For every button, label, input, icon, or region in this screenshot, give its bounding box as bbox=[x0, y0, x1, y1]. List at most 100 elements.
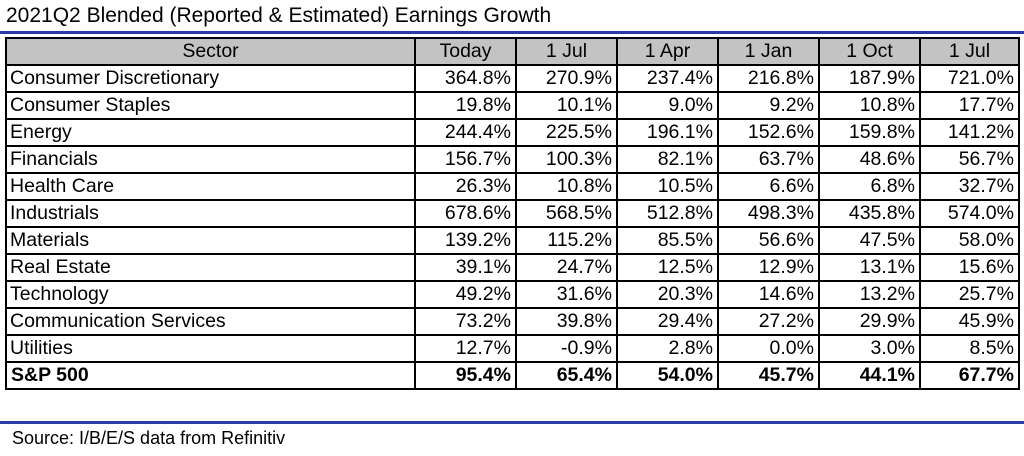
title-rule bbox=[0, 31, 1024, 34]
value-cell: 39.8% bbox=[515, 307, 618, 336]
value-cell: 14.6% bbox=[717, 280, 820, 309]
total-row: S&P 500 95.4% 65.4% 54.0% 45.7% 44.1% 67.7% bbox=[5, 361, 1020, 390]
sector-cell: Energy bbox=[5, 118, 416, 147]
value-cell: 26.3% bbox=[414, 172, 517, 201]
table-row: Real Estate 39.1% 24.7% 12.5% 12.9% 13.1% 15.6… bbox=[5, 253, 1020, 282]
value-cell: 63.7% bbox=[717, 145, 820, 174]
sector-cell: Health Care bbox=[5, 172, 416, 201]
table-row: Technology 49.2% 31.6% 20.3% 14.6% 13.2% 25.7% bbox=[5, 280, 1020, 309]
value-cell: 152.6% bbox=[717, 118, 820, 147]
column-header: 1 Jul bbox=[919, 37, 1020, 66]
value-cell: 498.3% bbox=[717, 199, 820, 228]
value-cell: 54.0% bbox=[616, 361, 719, 390]
table-row: Energy 244.4% 225.5% 196.1% 152.6% 159.8% 141.… bbox=[5, 118, 1020, 147]
column-header: Today bbox=[414, 37, 517, 66]
column-header: 1 Jan bbox=[717, 37, 820, 66]
value-cell: 49.2% bbox=[414, 280, 517, 309]
earnings-growth-table: Sector Today 1 Jul 1 Apr 1 Jan 1 Oct 1 J… bbox=[5, 37, 1020, 390]
value-cell: 10.8% bbox=[818, 91, 921, 120]
value-cell: 196.1% bbox=[616, 118, 719, 147]
value-cell: 58.0% bbox=[919, 226, 1020, 255]
value-cell: 512.8% bbox=[616, 199, 719, 228]
value-cell: 15.6% bbox=[919, 253, 1020, 282]
sector-cell: Communication Services bbox=[5, 307, 416, 336]
value-cell: 141.2% bbox=[919, 118, 1020, 147]
value-cell: 44.1% bbox=[818, 361, 921, 390]
value-cell: 6.8% bbox=[818, 172, 921, 201]
column-header: 1 Apr bbox=[616, 37, 719, 66]
value-cell: 27.2% bbox=[717, 307, 820, 336]
table-header-row: Sector Today 1 Jul 1 Apr 1 Jan 1 Oct 1 J… bbox=[5, 37, 1020, 66]
value-cell: 73.2% bbox=[414, 307, 517, 336]
table-row: Materials 139.2% 115.2% 85.5% 56.6% 47.5% 58.0… bbox=[5, 226, 1020, 255]
value-cell: 568.5% bbox=[515, 199, 618, 228]
value-cell: 216.8% bbox=[717, 64, 820, 93]
column-header: 1 Oct bbox=[818, 37, 921, 66]
value-cell: 159.8% bbox=[818, 118, 921, 147]
value-cell: 56.7% bbox=[919, 145, 1020, 174]
value-cell: 67.7% bbox=[919, 361, 1020, 390]
value-cell: 65.4% bbox=[515, 361, 618, 390]
table-row: Consumer Staples 19.8% 10.1% 9.0% 9.2% 10.8% 1… bbox=[5, 91, 1020, 120]
value-cell: 574.0% bbox=[919, 199, 1020, 228]
sector-cell: Consumer Staples bbox=[5, 91, 416, 120]
sector-cell: Real Estate bbox=[5, 253, 416, 282]
value-cell: 10.5% bbox=[616, 172, 719, 201]
value-cell: 13.1% bbox=[818, 253, 921, 282]
table-row: Communication Services 73.2% 39.8% 29.4% 27.… bbox=[5, 307, 1020, 336]
sector-cell: Technology bbox=[5, 280, 416, 309]
table-row: Health Care 26.3% 10.8% 10.5% 6.6% 6.8% 32.7% bbox=[5, 172, 1020, 201]
column-header: 1 Jul bbox=[515, 37, 618, 66]
value-cell: 225.5% bbox=[515, 118, 618, 147]
value-cell: 29.9% bbox=[818, 307, 921, 336]
value-cell: 31.6% bbox=[515, 280, 618, 309]
value-cell: 12.5% bbox=[616, 253, 719, 282]
value-cell: 3.0% bbox=[818, 334, 921, 363]
value-cell: -0.9% bbox=[515, 334, 618, 363]
value-cell: 13.2% bbox=[818, 280, 921, 309]
value-cell: 20.3% bbox=[616, 280, 719, 309]
value-cell: 100.3% bbox=[515, 145, 618, 174]
column-header: Sector bbox=[5, 37, 416, 66]
value-cell: 435.8% bbox=[818, 199, 921, 228]
sector-cell: Utilities bbox=[5, 334, 416, 363]
value-cell: 17.7% bbox=[919, 91, 1020, 120]
value-cell: 156.7% bbox=[414, 145, 517, 174]
value-cell: 39.1% bbox=[414, 253, 517, 282]
value-cell: 115.2% bbox=[515, 226, 618, 255]
value-cell: 48.6% bbox=[818, 145, 921, 174]
sector-cell: Consumer Discretionary bbox=[5, 64, 416, 93]
value-cell: 270.9% bbox=[515, 64, 618, 93]
value-cell: 9.2% bbox=[717, 91, 820, 120]
value-cell: 12.7% bbox=[414, 334, 517, 363]
value-cell: 364.8% bbox=[414, 64, 517, 93]
value-cell: 244.4% bbox=[414, 118, 517, 147]
value-cell: 56.6% bbox=[717, 226, 820, 255]
value-cell: 12.9% bbox=[717, 253, 820, 282]
value-cell: 24.7% bbox=[515, 253, 618, 282]
page-title: 2021Q2 Blended (Reported & Estimated) Ea… bbox=[6, 4, 552, 27]
value-cell: 8.5% bbox=[919, 334, 1020, 363]
table-row: Utilities 12.7% -0.9% 2.8% 0.0% 3.0% 8.5% bbox=[5, 334, 1020, 363]
value-cell: 85.5% bbox=[616, 226, 719, 255]
sector-cell: Materials bbox=[5, 226, 416, 255]
value-cell: 32.7% bbox=[919, 172, 1020, 201]
value-cell: 25.7% bbox=[919, 280, 1020, 309]
value-cell: 45.9% bbox=[919, 307, 1020, 336]
sector-cell: Financials bbox=[5, 145, 416, 174]
table-row: Consumer Discretionary 364.8% 270.9% 237.4%… bbox=[5, 64, 1020, 93]
value-cell: 19.8% bbox=[414, 91, 517, 120]
value-cell: 10.8% bbox=[515, 172, 618, 201]
value-cell: 678.6% bbox=[414, 199, 517, 228]
source-note: Source: I/B/E/S data from Refinitiv bbox=[12, 428, 286, 448]
value-cell: 82.1% bbox=[616, 145, 719, 174]
value-cell: 45.7% bbox=[717, 361, 820, 390]
value-cell: 47.5% bbox=[818, 226, 921, 255]
table-row: Industrials 678.6% 568.5% 512.8% 498.3% 435.8… bbox=[5, 199, 1020, 228]
value-cell: 95.4% bbox=[414, 361, 517, 390]
value-cell: 237.4% bbox=[616, 64, 719, 93]
value-cell: 187.9% bbox=[818, 64, 921, 93]
value-cell: 29.4% bbox=[616, 307, 719, 336]
value-cell: 139.2% bbox=[414, 226, 517, 255]
value-cell: 9.0% bbox=[616, 91, 719, 120]
